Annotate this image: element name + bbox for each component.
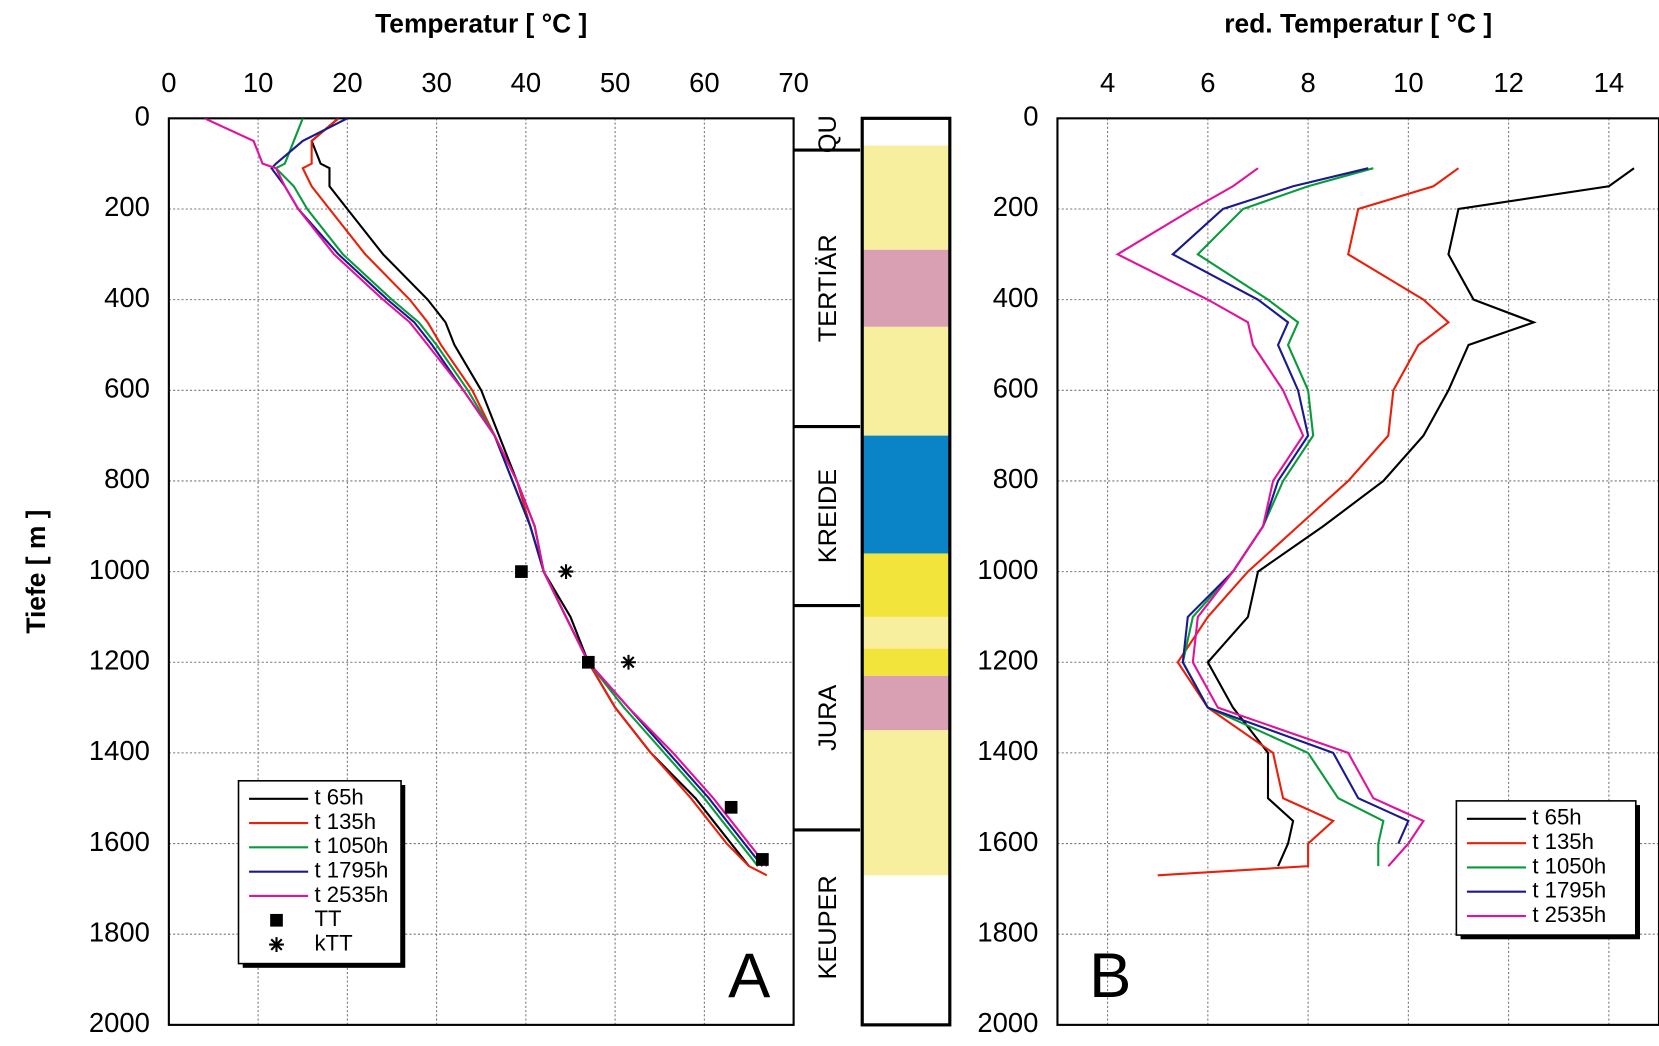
x-tick-label: 10 xyxy=(243,67,274,98)
y-tick-label: 1400 xyxy=(89,735,150,766)
plot-area xyxy=(204,118,769,877)
marker xyxy=(756,853,769,866)
y-tick-label: 400 xyxy=(993,282,1039,313)
x-tick-label: 12 xyxy=(1493,67,1524,98)
x-tick-label: 6 xyxy=(1200,67,1215,98)
y-tick-label: 1200 xyxy=(89,644,150,675)
y-tick-label: 1800 xyxy=(977,916,1038,947)
x-tick-label: 10 xyxy=(1393,67,1424,98)
legend-label: t 1795h xyxy=(1532,878,1606,903)
series-line xyxy=(310,118,750,867)
y-tick-label: 1400 xyxy=(977,735,1038,766)
x-tick-label: 50 xyxy=(600,67,631,98)
y-tick-label: 1800 xyxy=(89,916,150,947)
y-tick-label: 1600 xyxy=(977,826,1038,857)
x-tick-label: 30 xyxy=(421,67,452,98)
legend-label: t 135h xyxy=(314,809,376,834)
legend-label: t 1795h xyxy=(314,858,388,883)
marker xyxy=(621,654,636,670)
y-tick-label: 400 xyxy=(104,282,150,313)
y-tick-label: 200 xyxy=(993,191,1039,222)
lithology-layer xyxy=(862,145,950,250)
x-tick-label: 14 xyxy=(1594,67,1625,98)
y-tick-label: 800 xyxy=(993,463,1039,494)
y-tick-label: 1000 xyxy=(89,554,150,585)
series-line xyxy=(1157,167,1460,877)
legend-label: t 1050h xyxy=(314,833,388,858)
legend-label: t 1050h xyxy=(1532,853,1606,878)
x-tick-label: 0 xyxy=(161,67,176,98)
x-tick-label: 4 xyxy=(1100,67,1115,98)
y-tick-label: 200 xyxy=(104,191,150,222)
lithology-layer xyxy=(862,616,950,649)
x-tick-label: 40 xyxy=(511,67,542,98)
lithology-layer xyxy=(862,553,950,617)
series-line xyxy=(301,118,768,877)
chart-title: Temperatur [ °C ] xyxy=(375,8,587,38)
lithology-column xyxy=(860,116,952,1027)
y-tick-label: 0 xyxy=(1023,101,1038,132)
x-tick-label: 70 xyxy=(778,67,809,98)
marker xyxy=(270,913,283,927)
chart-title: red. Temperatur [ °C ] xyxy=(1224,8,1492,38)
lithology-layer xyxy=(862,435,950,554)
y-tick-label: 1200 xyxy=(977,644,1038,675)
y-tick-label: 2000 xyxy=(89,1007,150,1038)
y-tick-label: 800 xyxy=(104,463,150,494)
series-line xyxy=(1115,167,1426,867)
marker xyxy=(515,565,528,578)
lithology-layer xyxy=(862,675,950,731)
formation-label: KEUPER xyxy=(814,875,842,979)
legend-label: t 65h xyxy=(1532,805,1581,830)
series-line xyxy=(204,118,768,867)
legend-label: t 2535h xyxy=(1532,902,1606,927)
panel-label: B xyxy=(1089,941,1131,1011)
formation-label: TERTIÄR xyxy=(814,234,842,342)
lithology-layer xyxy=(862,648,950,676)
marker xyxy=(269,937,284,952)
marker xyxy=(724,800,738,814)
formation-label: JURA xyxy=(814,685,842,751)
formation-label: QU xyxy=(814,115,842,153)
plot-frame xyxy=(1056,117,1659,1026)
series-line xyxy=(1181,167,1385,867)
y-tick-label: 600 xyxy=(993,373,1039,404)
formation-label: KREIDE xyxy=(814,469,842,563)
plot-area xyxy=(1115,167,1635,877)
marker xyxy=(558,564,574,579)
y-axis-title: Tiefe [ m ] xyxy=(21,510,51,634)
x-tick-label: 8 xyxy=(1300,67,1315,98)
plot-frame xyxy=(167,117,795,1026)
y-tick-label: 0 xyxy=(135,101,150,132)
series-line xyxy=(1206,167,1635,867)
lithology-layer xyxy=(862,326,950,436)
legend-label: t 2535h xyxy=(314,882,388,907)
marker xyxy=(582,655,595,669)
panel-label: A xyxy=(728,941,771,1011)
y-tick-label: 1600 xyxy=(89,826,150,857)
legend-label: kTT xyxy=(314,930,353,955)
y-tick-label: 1000 xyxy=(977,554,1038,585)
legend-label: t 65h xyxy=(314,785,363,810)
legend-label: TT xyxy=(314,906,342,931)
lithology-layer xyxy=(862,730,950,876)
legend-label: t 135h xyxy=(1532,829,1594,854)
lithology-layer xyxy=(862,249,950,327)
x-tick-label: 20 xyxy=(332,67,363,98)
y-tick-label: 2000 xyxy=(977,1007,1038,1038)
series-line xyxy=(1170,167,1410,844)
x-tick-label: 60 xyxy=(689,67,720,98)
y-tick-label: 600 xyxy=(104,373,150,404)
